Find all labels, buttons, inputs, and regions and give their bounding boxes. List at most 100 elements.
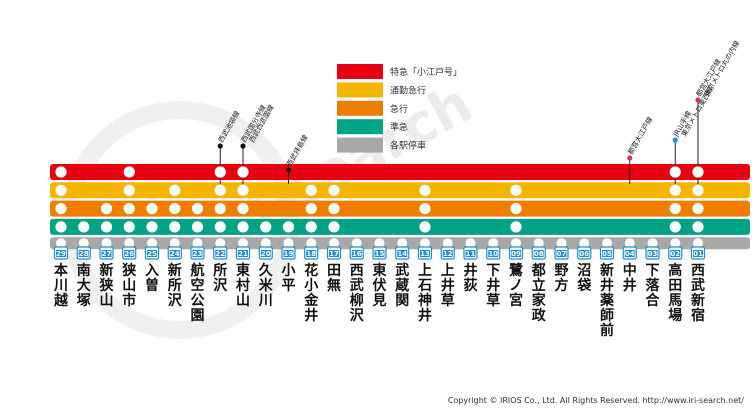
- stop-dot-18-3: [305, 203, 317, 215]
- stop-dot-08-5: [533, 238, 544, 249]
- station-codes: 29 28 27 26 25 24 23 22 21 20 19 18 17 16 15 14 13 12 11 10…: [53, 246, 706, 260]
- stop-dot-22-5: [215, 238, 226, 249]
- stop-dot-05-5: [602, 238, 612, 249]
- legend-swatch-3: [337, 100, 383, 116]
- stop-dots: [55, 166, 704, 249]
- station-code-fill-29: [56, 250, 66, 257]
- station-code-fill-24: [169, 250, 180, 257]
- station-code-26: 26: [124, 250, 134, 258]
- stop-dot-16-5: [351, 238, 362, 249]
- station-code-fill-21: [238, 250, 248, 257]
- stop-dot-22-2: [214, 184, 226, 196]
- station-code-05: 05: [602, 250, 612, 258]
- stop-dot-23-3: [191, 203, 204, 215]
- station-code-fill-15: [374, 250, 385, 257]
- station-name-05: 新井薬師前: [600, 262, 614, 339]
- station-code-18: 18: [306, 250, 316, 258]
- station-code-fill-06: [579, 250, 590, 257]
- station-name-29: 本川越: [53, 262, 69, 309]
- legend-label-4: 準急: [390, 121, 408, 133]
- station-code-fill-10: [488, 250, 499, 257]
- stop-dot-09-4: [510, 221, 522, 233]
- transfer-dot-04: [627, 155, 633, 161]
- station-code-20: 20: [261, 250, 271, 258]
- transfer-dot-22: [217, 143, 223, 149]
- station-name-17: 田無: [327, 263, 341, 294]
- station-name-01: 西武新宿: [691, 263, 705, 324]
- stop-dot-25-4: [146, 221, 158, 233]
- transfer-dot-02: [672, 137, 678, 143]
- stop-dot-18-4: [305, 221, 317, 233]
- station-code-fill-07: [556, 250, 567, 257]
- station-name-18: 花小金井: [303, 262, 319, 324]
- stop-dot-26-4: [123, 221, 135, 233]
- station-name-09: 鷺ノ宮: [509, 262, 524, 309]
- stop-dot-26-2: [123, 184, 135, 196]
- stop-dot-02-1: [669, 166, 681, 178]
- station-code-22: 22: [215, 250, 225, 258]
- stop-dot-12-5: [442, 238, 453, 249]
- station-code-fill-14: [397, 250, 408, 257]
- station-name-13: 上石神井: [417, 263, 432, 324]
- stop-dot-17-3: [328, 203, 340, 215]
- legend-label-2: 通勤急行: [390, 84, 426, 96]
- stop-dot-22-1: [214, 166, 226, 178]
- station-code-fill-19: [283, 250, 294, 257]
- station-name-28: 南大塚: [77, 262, 91, 309]
- station-name-08: 都立家政: [531, 263, 547, 324]
- station-code-14: 14: [397, 250, 407, 258]
- station-name-07: 野方: [555, 263, 569, 294]
- station-code-11: 11: [466, 250, 476, 258]
- station-name-14: 武蔵関: [395, 262, 409, 309]
- stop-dot-13-2: [419, 184, 431, 196]
- stop-dot-21-4: [237, 221, 249, 233]
- legend-swatch-2: [337, 82, 383, 98]
- station-code-29: 29: [56, 250, 66, 258]
- station-code-fill-25: [147, 250, 157, 257]
- station-code-fill-26: [124, 250, 135, 257]
- station-code-fill-20: [260, 250, 271, 257]
- station-code-03: 03: [648, 250, 658, 258]
- stop-dot-25-5: [147, 238, 157, 249]
- stop-dot-11-5: [465, 238, 476, 249]
- station-name-06: 沼袋: [576, 263, 592, 294]
- station-code-28: 28: [79, 250, 89, 258]
- station-code-08: 08: [534, 250, 544, 258]
- station-code-16: 16: [352, 250, 362, 258]
- stop-dot-03-5: [647, 238, 658, 249]
- stop-dot-28-5: [78, 238, 89, 249]
- station-code-fill-28: [78, 250, 89, 257]
- stop-dot-23-4: [191, 221, 204, 233]
- legend-label-3: 急行: [390, 103, 408, 115]
- legend-label-5: 各駅停車: [390, 140, 426, 152]
- station-names: 本川越南大塚新狭山狭山市入曽新所沢航空公園所沢東村山久米川小平花小金井田無西武柳…: [53, 262, 705, 339]
- stop-dot-01-1: [692, 166, 704, 178]
- transfer-line-label: 東京メトロ丸の内線: [702, 39, 741, 98]
- station-name-25: 入曽: [145, 263, 159, 294]
- legend-swatch-5: [337, 137, 383, 153]
- copyright-text: Copyright © IRIOS Co., Ltd. All Rights R…: [448, 396, 744, 405]
- stop-dot-24-2: [169, 184, 181, 196]
- station-code-06: 06: [579, 250, 589, 258]
- station-code-fill-08: [533, 250, 544, 257]
- station-code-fill-22: [215, 250, 226, 257]
- legend-swatch-4: [337, 119, 383, 135]
- station-code-fill-17: [329, 250, 339, 257]
- stop-dot-02-2: [669, 184, 681, 196]
- station-code-12: 12: [443, 250, 453, 258]
- station-code-09: 09: [511, 250, 521, 258]
- stop-dot-20-5: [260, 238, 271, 249]
- station-code-fill-11: [465, 250, 476, 257]
- stop-dot-18-5: [306, 238, 317, 249]
- station-name-27: 新狭山: [99, 262, 115, 309]
- stop-dot-21-2: [237, 184, 249, 196]
- stop-dot-04-5: [624, 238, 635, 249]
- station-name-02: 高田馬場: [668, 262, 682, 324]
- stop-dot-29-2: [55, 184, 67, 196]
- stop-dot-13-4: [419, 221, 431, 233]
- station-name-11: 井荻: [464, 262, 478, 294]
- stop-dot-06-5: [579, 238, 590, 249]
- station-code-10: 10: [488, 250, 498, 258]
